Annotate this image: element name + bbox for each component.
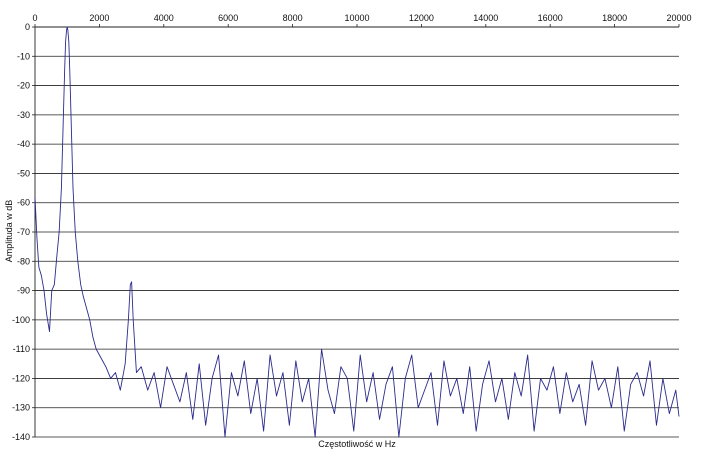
y-tick-label: -60 [17, 198, 30, 208]
y-tick-label: -40 [17, 139, 30, 149]
y-tick-label: -140 [12, 432, 30, 442]
series-line [34, 26, 680, 438]
x-tick-label: 10000 [344, 13, 369, 23]
y-tick-label: -30 [17, 110, 30, 120]
x-tick-label: 16000 [538, 13, 563, 23]
y-tick-label: -100 [12, 315, 30, 325]
x-tick-label: 6000 [218, 13, 238, 23]
y-tick-labels: 0 -10 -20 -30 -40 -50 -60 -70 -80 -90 -100 -110 -120… [12, 22, 30, 442]
y-tick-label: -70 [17, 227, 30, 237]
x-tick-label: 18000 [602, 13, 627, 23]
y-tick-label: -120 [12, 373, 30, 383]
y-tick-label: -80 [17, 256, 30, 266]
x-tick-label: 12000 [409, 13, 434, 23]
x-tick-label: 8000 [283, 13, 303, 23]
gridlines [35, 26, 679, 438]
x-axis-label: Częstotliwość w Hz [318, 439, 396, 449]
y-axis-label: Amplituda w dB [4, 200, 14, 263]
y-tick-label: -130 [12, 403, 30, 413]
x-tick-label: 4000 [154, 13, 174, 23]
axes [32, 24, 680, 438]
x-tick-label: 2000 [89, 13, 109, 23]
y-tick-label: -50 [17, 168, 30, 178]
x-tick-label: 14000 [473, 13, 498, 23]
x-tick-label: 20000 [666, 13, 691, 23]
y-tick-label: -10 [17, 51, 30, 61]
y-tick-label: -20 [17, 81, 30, 91]
y-tick-label: -110 [13, 344, 30, 354]
x-tick-label: 0 [32, 13, 37, 23]
y-tick-label: 0 [25, 22, 30, 32]
y-tick-label: -90 [17, 286, 30, 296]
x-tick-labels: 0 2000 4000 6000 8000 10000 12000 14000 16000 180… [32, 13, 691, 23]
